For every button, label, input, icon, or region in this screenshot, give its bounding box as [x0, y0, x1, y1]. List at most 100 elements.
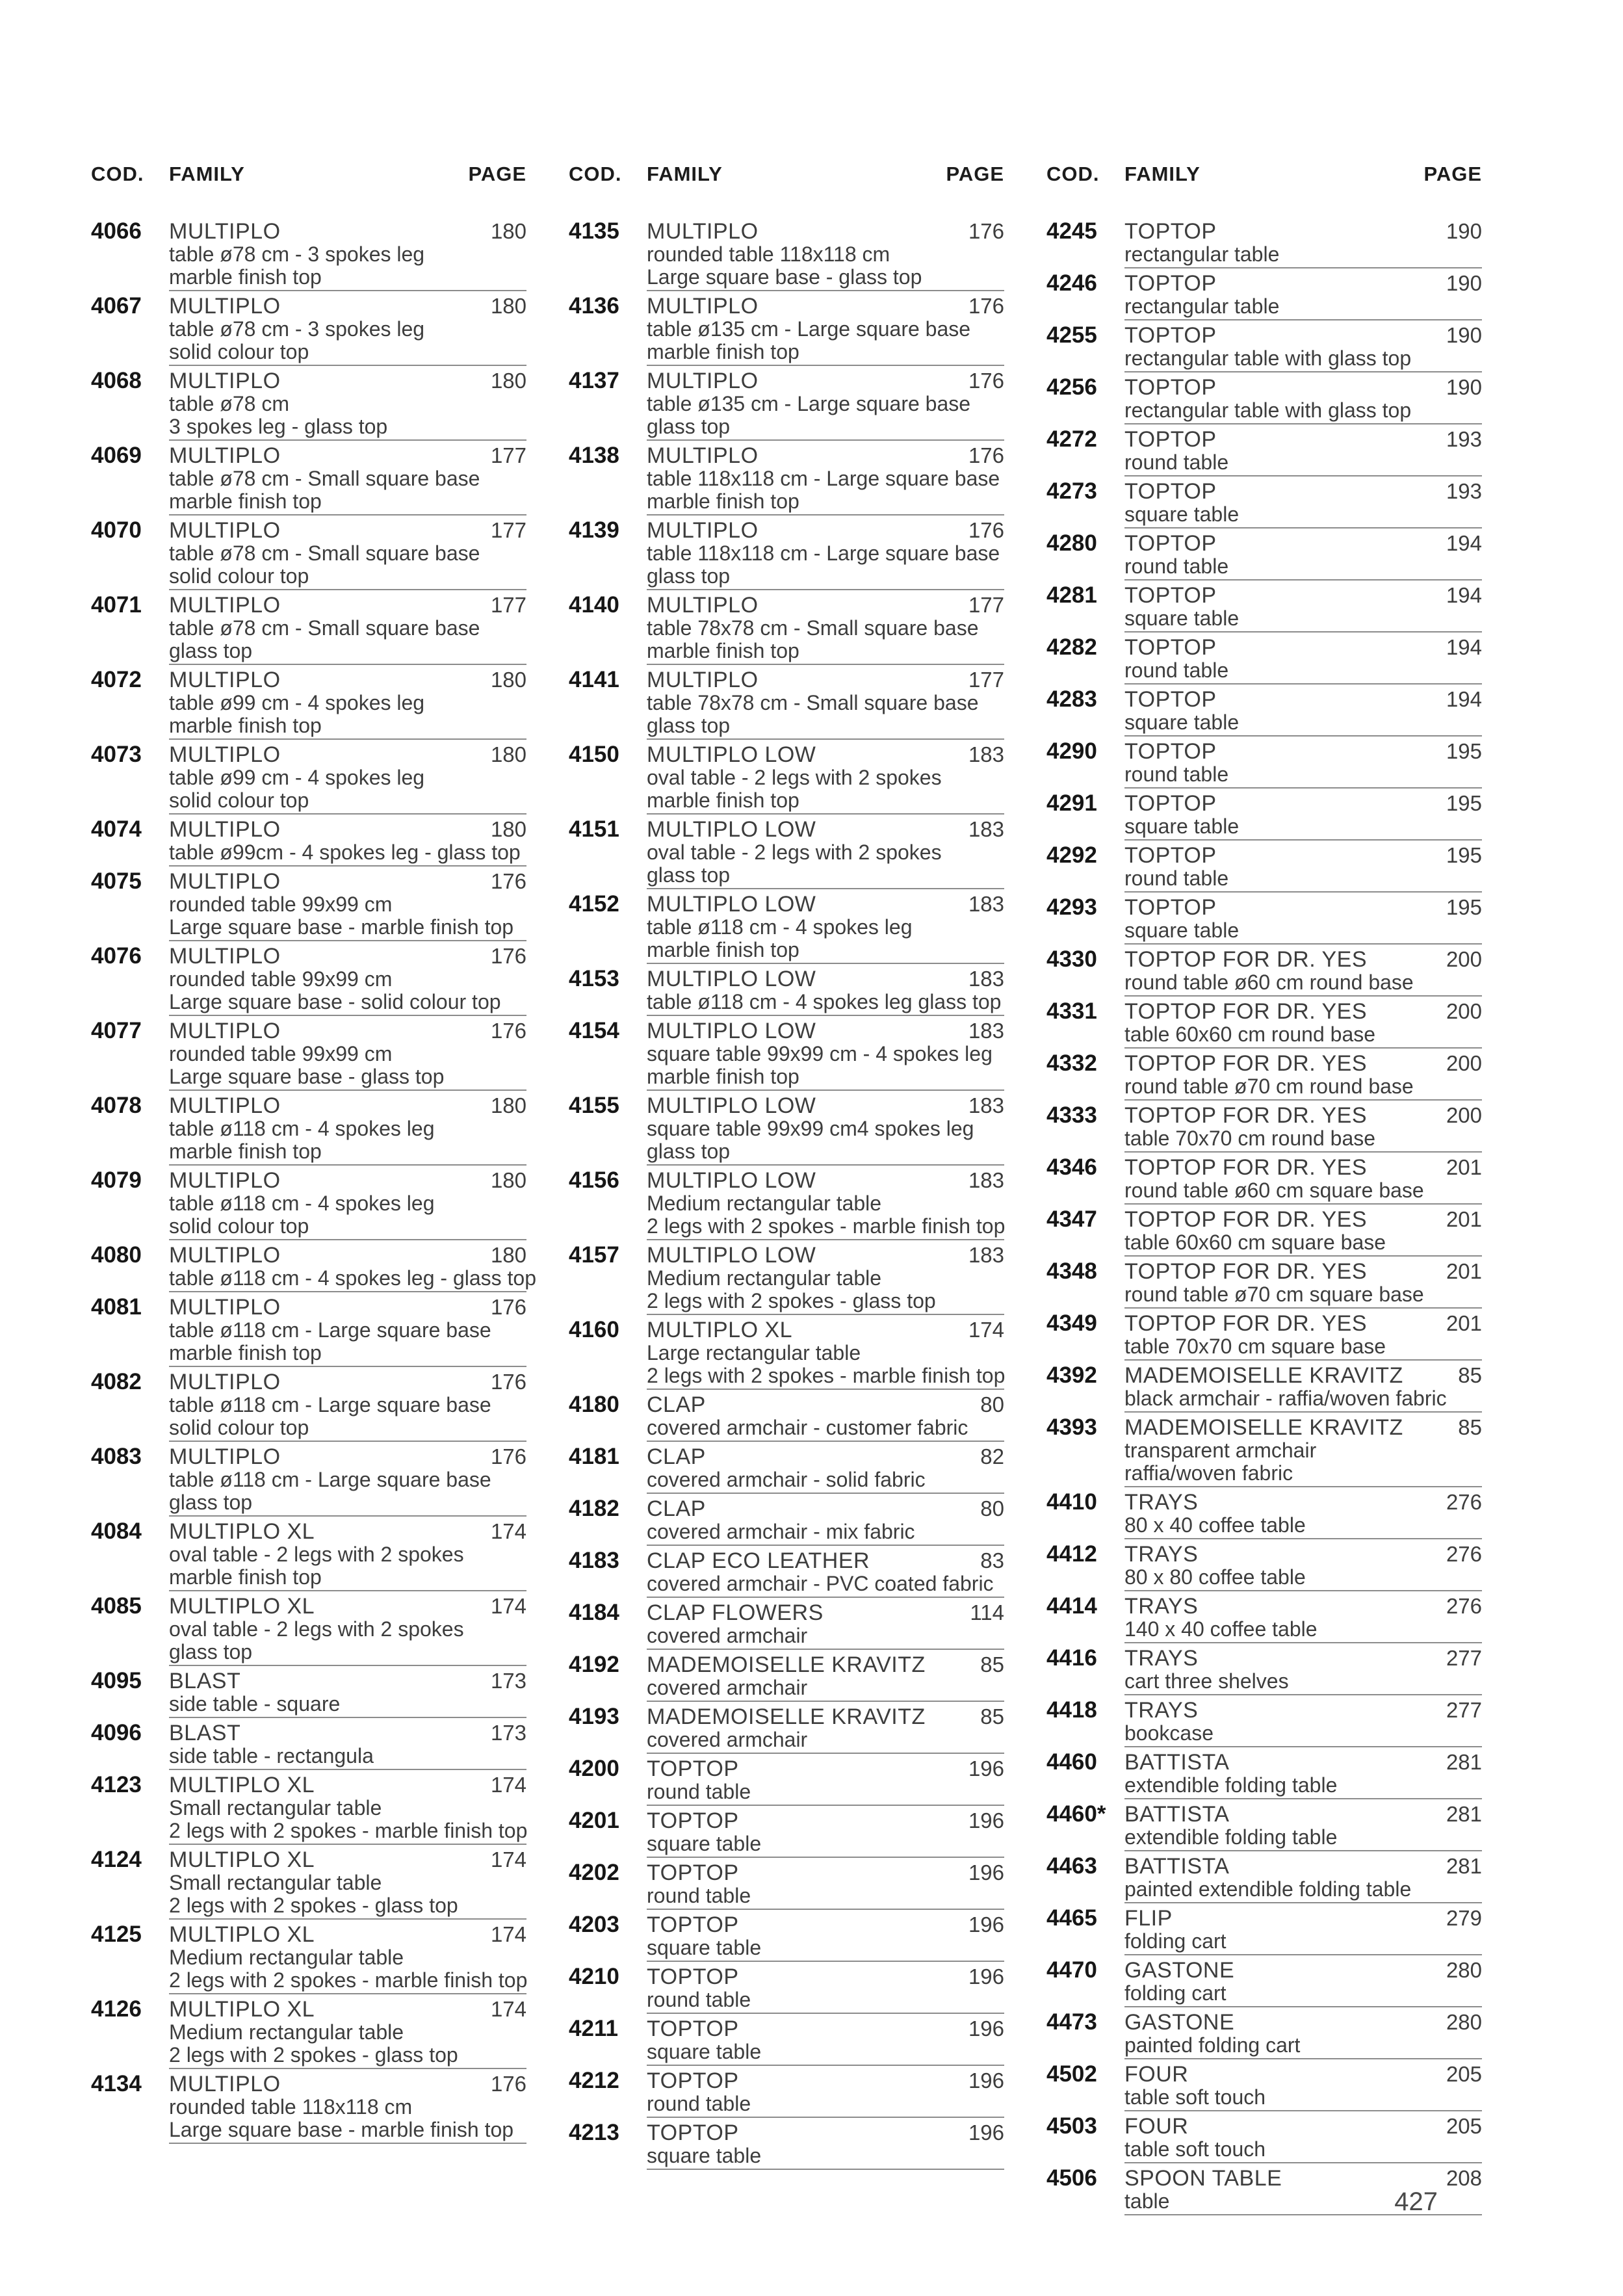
- entry-family: MULTIPLO LOW: [647, 892, 816, 917]
- entry-description-line: Large rectangular table: [647, 1341, 861, 1364]
- index-column: COD. FAMILY PAGE 4066 MULTIPLO 180 table…: [91, 163, 536, 2219]
- entry-page: 174: [490, 1847, 526, 1872]
- entry-description-line: 2 legs with 2 spokes - marble finish top: [169, 1819, 528, 1842]
- entry-body: MULTIPLO LOW 183 Medium rectangular tabl…: [647, 1168, 1005, 1240]
- entry-page: 176: [968, 219, 1004, 243]
- entry-family: MADEMOISELLE KRAVITZ: [647, 1704, 926, 1729]
- entry-description-line: side table - rectangula: [169, 1744, 374, 1768]
- entry-body: TOPTOP 195 square table: [1124, 896, 1482, 945]
- entry-title-row: MULTIPLO 176: [647, 220, 1004, 243]
- index-entry: 4291 TOPTOP 195 square table: [1046, 792, 1482, 844]
- entry-code: 4213: [569, 2120, 619, 2145]
- entry-title-row: MULTIPLO LOW 183: [647, 818, 1004, 841]
- entry-description-line: rounded table 99x99 cm: [169, 967, 393, 991]
- index-column: COD. FAMILY PAGE 4135 MULTIPLO 176 round…: [569, 163, 1005, 2219]
- index-entry: 4210 TOPTOP 196 round table: [569, 1965, 1004, 2017]
- entry-title-row: GASTONE 280: [1124, 2011, 1482, 2034]
- entry-description-line: glass top: [647, 863, 731, 887]
- entry-code: 4201: [569, 1808, 619, 1833]
- index-entry: 4068 MULTIPLO 180 table ø78 cm 3 spokes l…: [91, 369, 526, 444]
- entry-code: 4273: [1046, 478, 1097, 504]
- entry-description-line: solid colour top: [169, 564, 309, 588]
- entry-page: 174: [490, 1594, 526, 1618]
- entry-description-line: square table: [647, 1936, 762, 1959]
- entry-body: MADEMOISELLE KRAVITZ 85 covered armchair: [647, 1653, 1004, 1702]
- entry-description-line: solid colour top: [169, 1416, 309, 1439]
- entry-body: MULTIPLO 180 table ø118 cm - 4 spokes le…: [169, 1244, 536, 1292]
- entry-description-line: table: [1124, 2189, 1170, 2213]
- entry-family: CLAP ECO LEATHER: [647, 1548, 870, 1573]
- index-entry: 4460* BATTISTA 281 extendible folding ta…: [1046, 1803, 1482, 1855]
- entry-body: MULTIPLO 180 table ø99cm - 4 spokes leg …: [169, 818, 526, 867]
- entry-page: 196: [968, 1808, 1004, 1833]
- entry-family: MULTIPLO: [647, 294, 759, 319]
- entry-title-row: MULTIPLO 180: [169, 1244, 526, 1267]
- entry-body: MADEMOISELLE KRAVITZ 85 covered armchair: [647, 1705, 1004, 1754]
- entry-body: MULTIPLO 180 table ø99 cm - 4 spokes leg…: [169, 668, 526, 740]
- entry-title-row: TOPTOP FOR DR. YES 201: [1124, 1260, 1482, 1283]
- index-entry: 4182 CLAP 80 covered armchair - mix fabr…: [569, 1497, 1004, 1549]
- entry-code: 4084: [91, 1519, 142, 1544]
- entry-title-row: MULTIPLO 176: [647, 294, 1004, 318]
- entry-description-line: table ø118 cm - 4 spokes leg: [647, 915, 913, 939]
- entry-description-line: rounded table 99x99 cm: [169, 1042, 393, 1065]
- entry-family: MULTIPLO: [169, 1444, 281, 1469]
- entry-page: 80: [980, 1496, 1004, 1520]
- entry-body: TOPTOP 195 round table: [1124, 844, 1482, 893]
- entry-description-line: marble finish top: [647, 938, 799, 961]
- index-entry: 4192 MADEMOISELLE KRAVITZ 85 covered arm…: [569, 1653, 1004, 1705]
- entry-title-row: MULTIPLO LOW 183: [647, 967, 1004, 991]
- entry-code: 4123: [91, 1772, 142, 1797]
- entry-description-line: table ø78 cm - Small square base: [169, 541, 480, 565]
- index-entry: 4202 TOPTOP 196 round table: [569, 1861, 1004, 1913]
- entry-family: FOUR: [1124, 2114, 1189, 2139]
- entry-body: TOPTOP 195 square table: [1124, 792, 1482, 841]
- entry-code: 4280: [1046, 530, 1097, 556]
- entry-body: TOPTOP 190 rectangular table: [1124, 272, 1482, 320]
- entry-description-line: solid colour top: [169, 789, 309, 812]
- entry-page: 190: [1446, 271, 1482, 295]
- entry-page: 180: [490, 369, 526, 393]
- entry-code: 4465: [1046, 1905, 1097, 1931]
- entry-page: 279: [1446, 1906, 1482, 1930]
- entry-family: TOPTOP: [1124, 895, 1217, 920]
- entry-page: 281: [1446, 1854, 1482, 1878]
- entry-description-line: 2 legs with 2 spokes - glass top: [647, 1289, 936, 1312]
- index-entry: 4280 TOPTOP 194 round table: [1046, 532, 1482, 584]
- entry-body: MULTIPLO LOW 183 table ø118 cm - 4 spoke…: [647, 893, 1004, 964]
- entry-description-line: round table ø70 cm square base: [1124, 1283, 1424, 1306]
- entry-title-row: MULTIPLO 176: [169, 1445, 526, 1468]
- index-entry: 4193 MADEMOISELLE KRAVITZ 85 covered arm…: [569, 1705, 1004, 1757]
- header-cod: COD.: [91, 163, 144, 185]
- entry-page: 194: [1446, 635, 1482, 659]
- entry-page: 200: [1446, 947, 1482, 971]
- entry-body: TOPTOP 196 square table: [647, 2017, 1004, 2066]
- entry-code: 4154: [569, 1018, 619, 1043]
- entry-page: 177: [490, 593, 526, 617]
- entry-description-line: table ø99 cm - 4 spokes leg: [169, 766, 425, 789]
- entry-description-line: glass top: [647, 415, 731, 438]
- entry-page: 183: [968, 1168, 1004, 1192]
- entry-family: TOPTOP: [647, 1808, 739, 1833]
- entry-description-line: round table: [647, 1988, 751, 2011]
- entry-code: 4180: [569, 1392, 619, 1417]
- entry-code: 4292: [1046, 842, 1097, 868]
- header-family: FAMILY: [1124, 163, 1201, 185]
- entry-title-row: TOPTOP 190: [1124, 324, 1482, 347]
- entry-title-row: MULTIPLO 176: [169, 870, 526, 893]
- entry-title-row: TOPTOP 195: [1124, 792, 1482, 815]
- entry-body: TOPTOP FOR DR. YES 200 table 70x70 cm ro…: [1124, 1104, 1482, 1153]
- entry-description-line: Large square base - marble finish top: [169, 915, 514, 939]
- entry-code: 4281: [1046, 582, 1097, 608]
- entry-body: TOPTOP 194 round table: [1124, 636, 1482, 685]
- entry-body: BATTISTA 281 extendible folding table: [1124, 1803, 1482, 1851]
- entry-page: 190: [1446, 219, 1482, 243]
- entry-description-line: table ø78 cm - Small square base: [169, 467, 480, 490]
- entry-code: 4071: [91, 592, 142, 618]
- entry-title-row: MULTIPLO 176: [647, 369, 1004, 393]
- entry-code: 4070: [91, 517, 142, 543]
- entry-title-row: BLAST 173: [169, 1669, 526, 1693]
- index-entry: 4255 TOPTOP 190 rectangular table with g…: [1046, 324, 1482, 376]
- entry-page: 280: [1446, 2010, 1482, 2034]
- index-entry: 4141 MULTIPLO 177 table 78x78 cm - Small…: [569, 668, 1004, 743]
